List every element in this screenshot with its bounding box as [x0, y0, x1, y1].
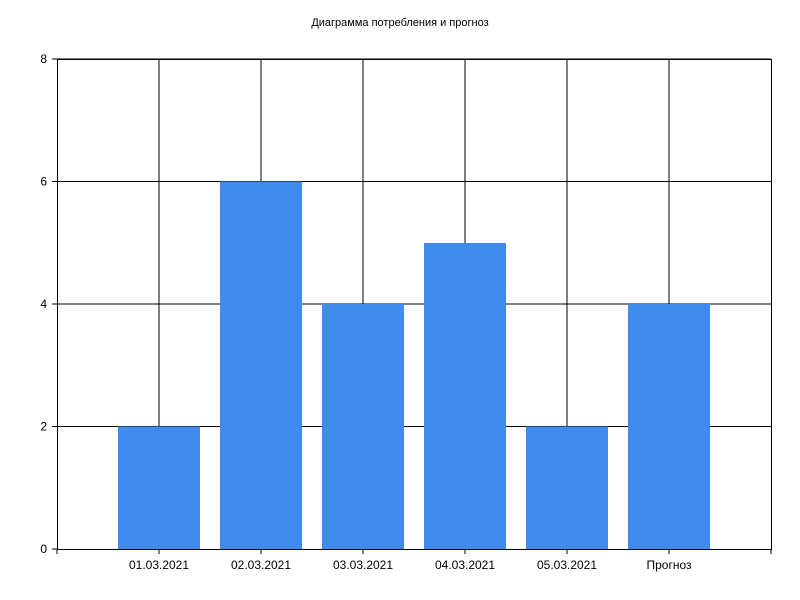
bar [118, 426, 200, 549]
y-tick-label: 2 [40, 420, 47, 434]
plot-border [57, 59, 772, 550]
chart-title: Диаграмма потребления и прогноз [311, 17, 489, 29]
x-tick-label: 03.03.2021 [333, 558, 393, 572]
x-tick-label: 04.03.2021 [435, 558, 495, 572]
bar [220, 181, 302, 549]
x-tick-label: Прогноз [646, 558, 692, 572]
y-tick-label: 8 [40, 52, 47, 66]
x-tick-label: 01.03.2021 [129, 558, 189, 572]
bar [628, 304, 710, 549]
bar [322, 304, 404, 549]
x-tick-label: 05.03.2021 [537, 558, 597, 572]
y-tick-label: 6 [40, 175, 47, 189]
bar [424, 242, 506, 549]
bar [526, 426, 608, 549]
y-tick-label: 4 [40, 297, 47, 311]
x-tick-label: 02.03.2021 [231, 558, 291, 572]
y-tick-label: 0 [40, 542, 47, 556]
